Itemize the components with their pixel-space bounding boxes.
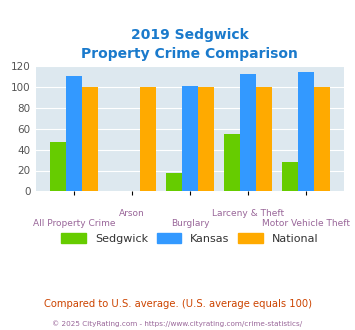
Bar <box>240 74 256 191</box>
Text: Burglary: Burglary <box>171 219 209 228</box>
Text: Larceny & Theft: Larceny & Theft <box>212 210 284 218</box>
Bar <box>82 87 98 191</box>
Text: Arson: Arson <box>119 210 145 218</box>
Bar <box>198 87 214 191</box>
Bar <box>282 162 298 191</box>
Text: All Property Crime: All Property Crime <box>33 219 115 228</box>
Bar <box>182 86 198 191</box>
Bar <box>140 87 156 191</box>
Bar <box>224 134 240 191</box>
Bar <box>298 72 314 191</box>
Legend: Sedgwick, Kansas, National: Sedgwick, Kansas, National <box>57 229 323 248</box>
Text: Compared to U.S. average. (U.S. average equals 100): Compared to U.S. average. (U.S. average … <box>44 299 311 309</box>
Text: Motor Vehicle Theft: Motor Vehicle Theft <box>262 219 350 228</box>
Bar <box>256 87 272 191</box>
Bar <box>50 142 66 191</box>
Bar <box>165 173 182 191</box>
Text: © 2025 CityRating.com - https://www.cityrating.com/crime-statistics/: © 2025 CityRating.com - https://www.city… <box>53 320 302 327</box>
Bar <box>314 87 330 191</box>
Title: 2019 Sedgwick
Property Crime Comparison: 2019 Sedgwick Property Crime Comparison <box>82 28 298 61</box>
Bar <box>66 77 82 191</box>
